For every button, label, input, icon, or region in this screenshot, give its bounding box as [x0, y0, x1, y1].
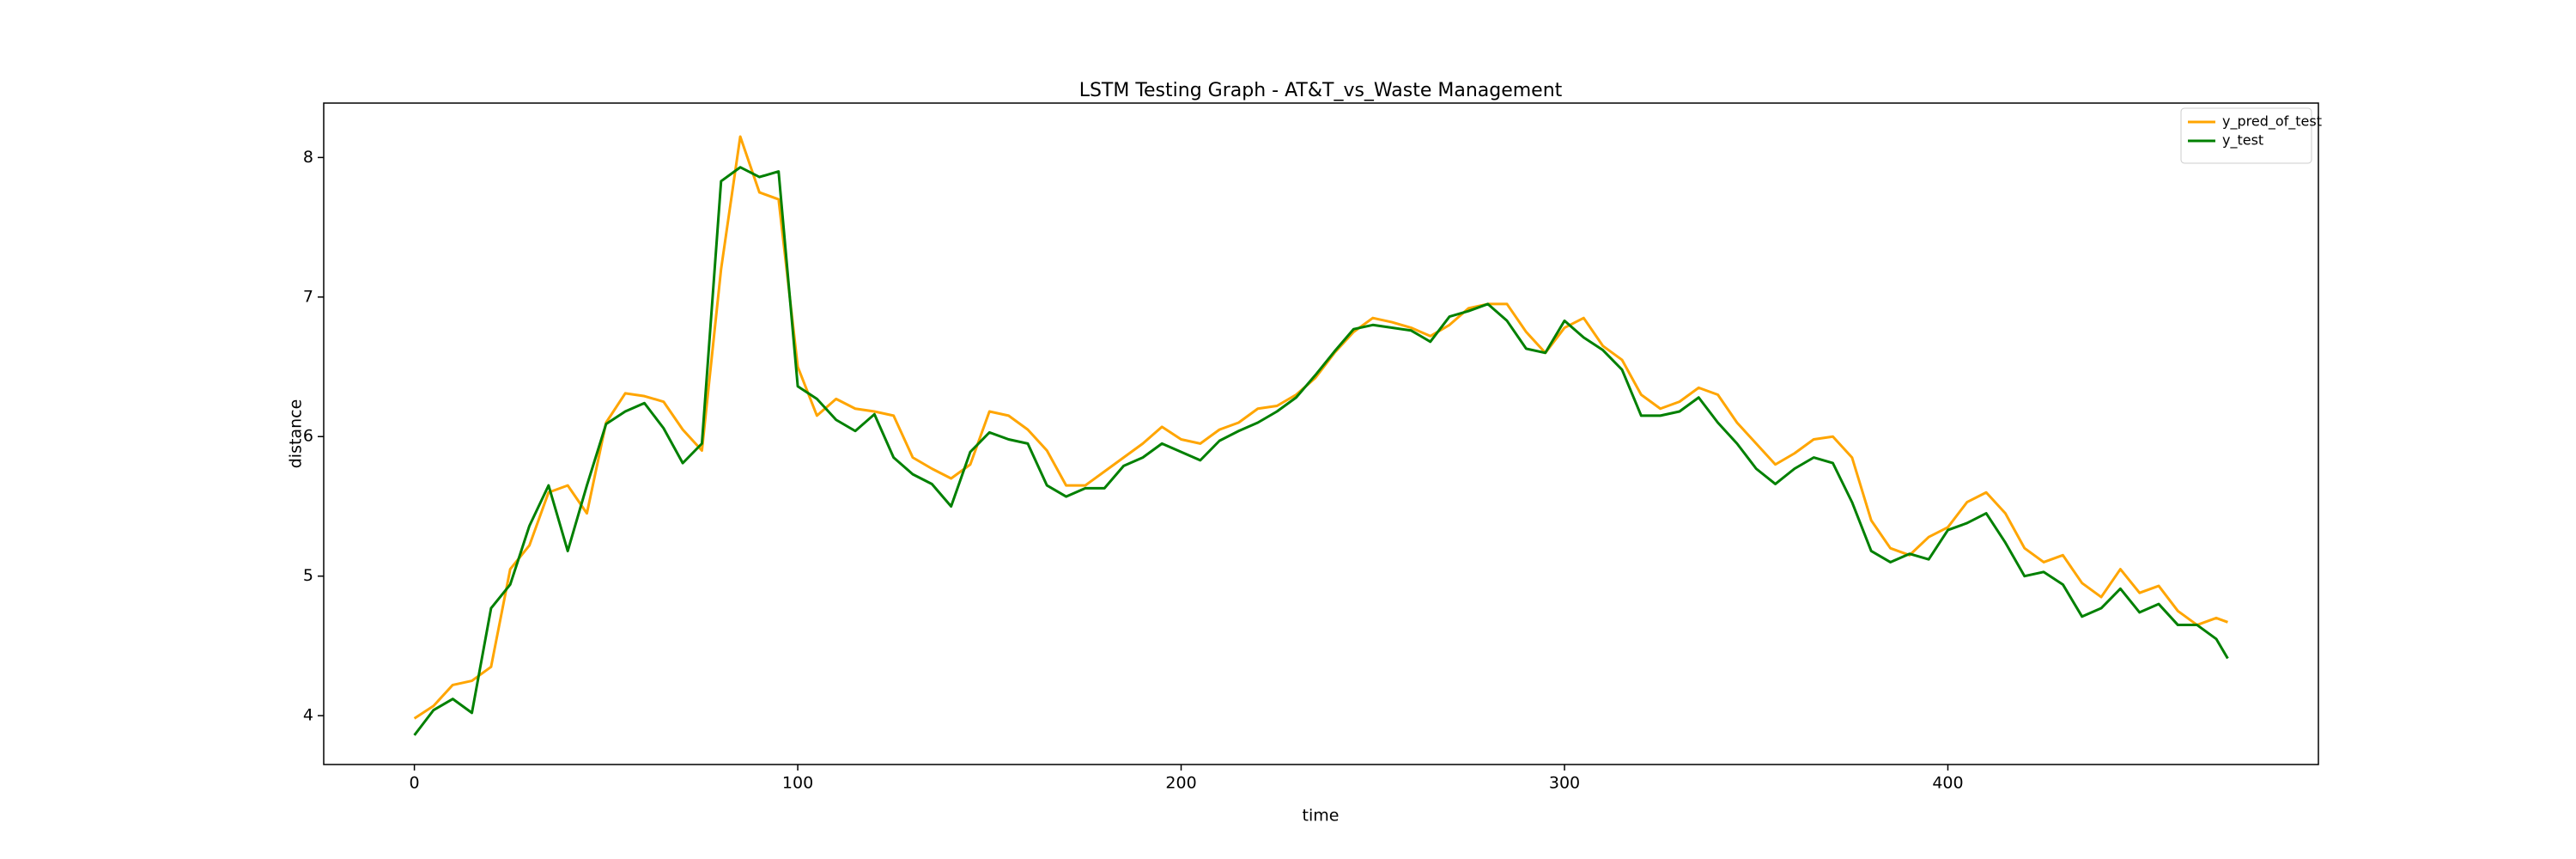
legend-label: y_pred_of_test	[2222, 113, 2322, 131]
y-tick-label: 4	[303, 706, 313, 725]
y-axis-label: distance	[287, 399, 306, 469]
series-line	[413, 166, 2229, 736]
legend-label: y_test	[2222, 132, 2263, 149]
x-tick-label: 300	[1549, 774, 1580, 793]
x-tick-label: 0	[410, 774, 420, 793]
series-line	[413, 135, 2228, 720]
y-tick-label: 6	[303, 427, 313, 446]
chart-title: LSTM Testing Graph - AT&T_vs_Waste Manag…	[1079, 80, 1563, 101]
axes-frame	[323, 102, 2319, 765]
y-tick-label: 8	[303, 148, 313, 167]
x-tick-label: 200	[1165, 774, 1196, 793]
y-tick-label: 7	[303, 287, 313, 306]
x-tick-label: 100	[782, 774, 813, 793]
x-axis-label: time	[1303, 807, 1340, 825]
y-tick-label: 5	[303, 566, 313, 585]
x-tick-label: 400	[1932, 774, 1963, 793]
